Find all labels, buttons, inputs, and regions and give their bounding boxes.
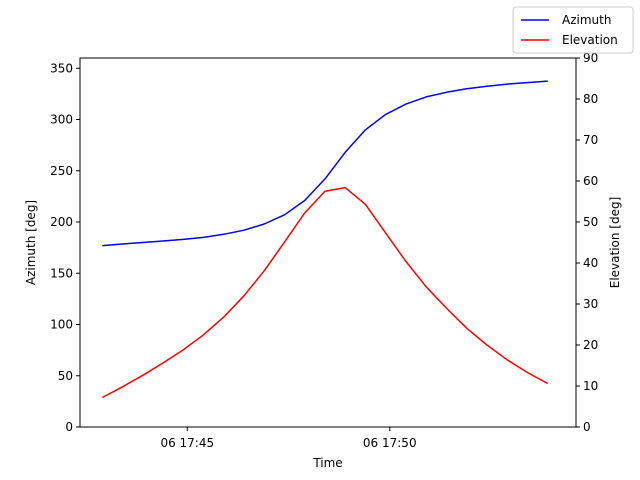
legend-label-elevation: Elevation [562, 33, 618, 47]
y-left-tick-label: 250 [50, 164, 73, 178]
y-left-tick-label: 200 [50, 215, 73, 229]
y-left-tick-label: 300 [50, 113, 73, 127]
y-right-tick-label: 30 [583, 297, 598, 311]
y-left-tick-label: 50 [58, 369, 73, 383]
y-right-tick-label: 90 [583, 51, 598, 65]
y-left-tick-label: 0 [65, 420, 73, 434]
y-right-tick-label: 40 [583, 256, 598, 270]
plot-frame [79, 57, 577, 428]
legend-label-azimuth: Azimuth [562, 13, 611, 27]
x-tick-label: 06 17:45 [160, 436, 214, 450]
y-right-tick-label: 70 [583, 133, 598, 147]
legend-box [512, 6, 634, 54]
y-right-tick-label: 60 [583, 174, 598, 188]
y-right-tick-label: 20 [583, 338, 598, 352]
y-left-tick-label: 150 [50, 266, 73, 280]
y-axis-left-label: Azimuth [deg] [24, 200, 38, 285]
x-axis-label: Time [312, 456, 342, 470]
axes-layer: 0 50 100 150 200 250 300 350 0 10 20 30 40 50 60 70 80 90… [50, 51, 598, 450]
y-right-tick-label: 10 [583, 379, 598, 393]
y-right-tick-label: 50 [583, 215, 598, 229]
x-tick-label: 06 17:50 [363, 436, 417, 450]
legend: Azimuth Elevation [512, 6, 634, 54]
series-line-azimuth [102, 80, 548, 247]
series-line-elevation [101, 186, 549, 399]
y-right-tick-label: 0 [583, 420, 591, 434]
y-left-tick-label: 100 [50, 318, 73, 332]
y-left-tick-label: 350 [50, 61, 73, 75]
series-layer [101, 80, 549, 399]
y-right-tick-label: 80 [583, 92, 598, 106]
y-axis-right-label: Elevation [deg] [608, 197, 622, 289]
